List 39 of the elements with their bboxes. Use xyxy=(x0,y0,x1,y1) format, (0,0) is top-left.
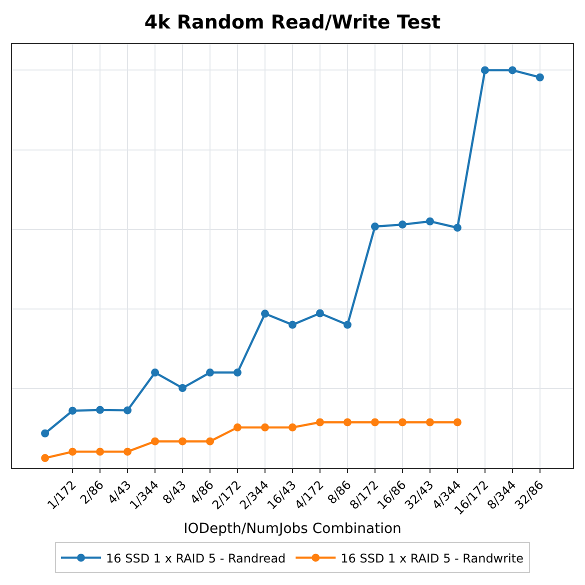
point xyxy=(343,320,352,329)
point xyxy=(206,368,214,377)
point xyxy=(288,320,296,329)
point xyxy=(41,429,50,438)
point xyxy=(426,217,434,226)
point xyxy=(41,454,50,462)
point xyxy=(68,406,77,415)
point xyxy=(426,418,434,426)
point xyxy=(68,448,77,456)
point xyxy=(124,406,132,414)
point xyxy=(508,66,516,74)
point xyxy=(536,73,544,82)
point xyxy=(398,418,406,426)
point xyxy=(151,368,160,377)
point xyxy=(453,418,462,426)
legend-label: 16 SSD 1 x RAID 5 - Randwrite xyxy=(340,551,524,566)
point xyxy=(261,423,270,432)
point xyxy=(370,418,379,426)
point xyxy=(316,309,324,318)
x-axis-title: IODepth/NumJobs Combination xyxy=(184,520,402,537)
point xyxy=(261,310,270,318)
point xyxy=(96,406,104,414)
legend-label: 16 SSD 1 x RAID 5 - Randread xyxy=(106,551,286,566)
point xyxy=(316,418,324,426)
point xyxy=(343,418,352,426)
point xyxy=(178,384,187,392)
point xyxy=(480,66,489,74)
point xyxy=(398,220,406,229)
point xyxy=(151,437,160,446)
point xyxy=(234,368,242,377)
point xyxy=(370,222,379,231)
point xyxy=(453,224,462,232)
point xyxy=(288,423,296,432)
point xyxy=(96,448,104,456)
chart-title: 4k Random Read/Write Test xyxy=(144,12,441,34)
point xyxy=(178,437,187,446)
point xyxy=(206,437,214,446)
point xyxy=(124,448,132,456)
point xyxy=(234,423,242,432)
